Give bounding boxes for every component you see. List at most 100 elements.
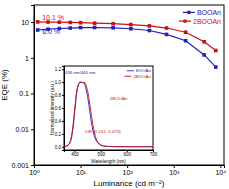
series-marker <box>202 53 206 57</box>
annotation: 6.0 % <box>42 28 60 35</box>
x-tick: 500 <box>97 150 105 157</box>
x-tick-label: 10⁰ <box>29 169 40 176</box>
series-marker <box>68 21 72 25</box>
series-line <box>64 82 153 147</box>
y-tick: 0.8 <box>55 93 64 98</box>
y-tick: 0.0 <box>55 145 64 150</box>
series-marker <box>93 26 97 30</box>
y-tick-label: 1 <box>25 55 29 62</box>
x-tick: 10¹ <box>76 165 87 176</box>
y-tick-label: 0.0 <box>55 145 62 150</box>
y-tick-label: 0.1 <box>19 90 29 97</box>
y-tick: 0.6 <box>55 106 64 111</box>
series-marker <box>165 26 169 30</box>
series-marker <box>36 20 40 24</box>
series-line <box>64 82 153 147</box>
y-tick: 1.0 <box>55 80 64 85</box>
plot-frame <box>64 66 153 150</box>
plot-background <box>64 66 153 150</box>
x-axis-line <box>35 166 225 169</box>
legend-item: BOOAn <box>183 9 221 16</box>
series-marker <box>129 27 133 31</box>
series-marker <box>79 21 83 25</box>
legend-label: 2BOOAn <box>193 18 221 25</box>
series-marker <box>36 28 40 32</box>
y-tick-label: 1.2 <box>55 67 62 72</box>
y-axis-title: EQE (%) <box>0 69 9 101</box>
y-tick-label: 0.2 <box>55 132 62 137</box>
y-tick-label: 0.001 <box>11 162 29 169</box>
series-marker <box>111 26 115 30</box>
x-axis: 10⁰ 10¹ 10² 10³ 10⁴ <box>29 165 226 176</box>
y-tick: 10 <box>21 19 34 26</box>
series-marker <box>79 26 83 30</box>
y-tick: 0.1 <box>19 90 34 97</box>
x-tick-label: 10² <box>123 169 134 176</box>
series-marker <box>165 33 169 37</box>
x-tick-label: 700 <box>150 152 158 157</box>
x-tick: 10² <box>123 165 134 176</box>
legend-label: BOOAn <box>136 68 152 73</box>
x-tick-label: 400 <box>71 152 79 157</box>
legend: BOOAn2BOOAn <box>124 68 151 79</box>
y-axis: 0.0 0.2 0.4 0.6 0.8 1.0 1.2 <box>55 67 65 151</box>
annotation: CIE (0.151, 0.073) <box>85 129 121 134</box>
x-tick: 600 <box>124 150 132 157</box>
legend: BOOAn 2BOOAn <box>179 9 221 25</box>
legend-label: 2BOOAn <box>133 74 151 79</box>
legend-label: BOOAn <box>197 9 221 16</box>
series-marker <box>214 49 218 53</box>
y-tick-label: 10 <box>21 19 29 26</box>
x-tick: 10⁴ <box>215 165 226 176</box>
y-tick: 0.2 <box>55 132 64 137</box>
legend-swatch <box>124 76 131 77</box>
series-marker <box>214 65 218 69</box>
legend-item: 2BOOAn <box>179 18 221 25</box>
y-axis: 0.001 0.01 0.1 1 10 <box>11 6 34 169</box>
legend-item: 2BOOAn <box>124 74 151 79</box>
series-marker <box>93 21 97 25</box>
legend-item: BOOAn <box>127 68 152 73</box>
annotation: 436 nm/440 nm <box>65 70 96 75</box>
x-axis: 400 500 600 700 <box>65 150 158 157</box>
y-tick-label: 0.6 <box>55 106 62 111</box>
legend-swatch <box>127 70 134 71</box>
x-axis-title: Luminance (cd m⁻²) <box>94 179 165 188</box>
annotation: 10.1 % <box>42 14 64 21</box>
y-tick-label: 0.8 <box>55 93 62 98</box>
x-tick: 400 <box>71 150 79 157</box>
legend-swatch-marker <box>183 20 186 23</box>
plot-area <box>64 82 153 147</box>
x-tick-label: 600 <box>124 152 132 157</box>
y-tick: 1 <box>25 55 34 62</box>
x-tick: 10³ <box>169 165 180 176</box>
chart-svg: 10⁰ 10¹ 10² 10³ 10⁴ 0.001 0.01 0.1 1 10 Luminance … <box>0 0 229 189</box>
inset-chart: 400 500 600 700 0.0 0.2 0.4 0.6 0.8 1.0 1.2 Wavelen… <box>50 66 158 164</box>
series-line <box>38 22 216 51</box>
x-tick-label: 10¹ <box>76 169 87 176</box>
x-tick: 10⁰ <box>29 165 40 176</box>
plot-background <box>34 5 224 165</box>
x-axis-title: Wavelength (nm) <box>91 159 126 164</box>
series-marker <box>148 29 152 33</box>
x-tick-label: 10³ <box>169 169 180 176</box>
x-tick-label: 10⁴ <box>215 169 226 176</box>
annotation: 2BOOAn <box>110 96 128 101</box>
y-axis-title: Normalized intensity (a.u.) <box>50 81 55 135</box>
legend-swatch-marker <box>187 11 190 14</box>
y-tick: 1.2 <box>55 67 64 72</box>
main-chart: 10⁰ 10¹ 10² 10³ 10⁴ 0.001 0.01 0.1 1 10 Luminance … <box>0 5 226 188</box>
series-marker <box>184 39 188 43</box>
y-tick-label: 1.0 <box>55 80 62 85</box>
x-tick-label: 500 <box>97 152 105 157</box>
y-tick: 0.01 <box>15 126 34 133</box>
series-marker <box>129 23 133 27</box>
series-marker <box>202 40 206 44</box>
series-marker <box>148 24 152 28</box>
y-tick: 0.4 <box>55 119 64 124</box>
plot-area <box>36 20 218 69</box>
series-marker <box>58 20 62 24</box>
y-tick-label: 0.01 <box>15 126 29 133</box>
series-marker <box>184 30 188 34</box>
y-tick-label: 0.4 <box>55 119 62 124</box>
